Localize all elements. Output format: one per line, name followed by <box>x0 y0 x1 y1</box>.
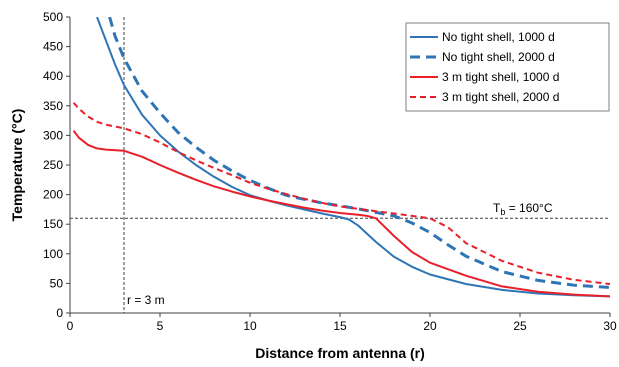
y-axis-ticks: 0 50 100 150 200 250 300 350 400 450 500 <box>43 10 70 320</box>
legend-box <box>405 22 610 112</box>
legend-label-4: 3 m tight shell, 2000 d <box>442 90 559 104</box>
x-tick-label: 15 <box>333 319 347 333</box>
annotations: Tb = 160°C r = 3 m <box>127 201 553 307</box>
y-tick-label: 200 <box>43 188 63 202</box>
y-tick-label: 100 <box>43 247 63 261</box>
y-tick-label: 50 <box>50 276 64 290</box>
x-tick-label: 25 <box>513 319 527 333</box>
x-axis-ticks: 0 5 10 15 20 25 30 <box>67 313 617 333</box>
series-line-4 <box>72 102 610 285</box>
legend-label-3: 3 m tight shell, 1000 d <box>442 70 559 84</box>
x-tick-label: 20 <box>423 319 437 333</box>
series-line-1 <box>96 17 610 298</box>
y-tick-label: 150 <box>43 217 63 231</box>
y-tick-label: 400 <box>43 69 63 83</box>
y-tick-label: 0 <box>56 306 63 320</box>
legend-label-2: No tight shell, 2000 d <box>442 50 555 64</box>
y-tick-label: 350 <box>43 99 63 113</box>
x-tick-label: 10 <box>243 319 257 333</box>
legend-label-1: No tight shell, 1000 d <box>442 30 555 44</box>
radius-label: r = 3 m <box>127 293 165 307</box>
y-tick-label: 500 <box>43 10 63 24</box>
x-axis-title: Distance from antenna (r) <box>255 345 425 361</box>
x-tick-label: 30 <box>603 319 617 333</box>
y-axis-title: Temperature (°C) <box>9 109 25 222</box>
y-tick-label: 450 <box>43 40 63 54</box>
series-line-3 <box>72 130 610 298</box>
y-tick-label: 300 <box>43 128 63 142</box>
x-tick-label: 0 <box>67 319 74 333</box>
threshold-label: Tb = 160°C <box>493 201 553 217</box>
y-tick-label: 250 <box>43 158 63 172</box>
reference-lines <box>70 17 610 313</box>
series-layer <box>72 17 610 298</box>
x-tick-label: 5 <box>157 319 164 333</box>
legend: No tight shell, 1000 d No tight shell, 20… <box>405 22 610 112</box>
